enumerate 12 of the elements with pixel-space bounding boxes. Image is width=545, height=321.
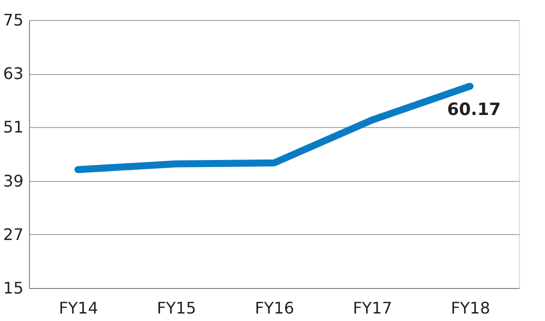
x-tick-label: FY15: [156, 298, 196, 318]
y-tick-label: 27: [3, 224, 24, 244]
x-tick-label: FY17: [352, 298, 392, 318]
y-tick-label: 39: [3, 171, 24, 190]
y-tick-label: 63: [3, 64, 24, 84]
y-tick-label: 15: [3, 278, 24, 298]
data-label: 60.17: [447, 100, 501, 120]
y-tick-label: 51: [3, 118, 24, 137]
y-tick-label: 75: [3, 10, 24, 30]
x-tick-label: FY18: [450, 298, 490, 318]
x-tick-label: FY16: [254, 298, 294, 318]
x-tick-label: FY14: [58, 298, 98, 318]
